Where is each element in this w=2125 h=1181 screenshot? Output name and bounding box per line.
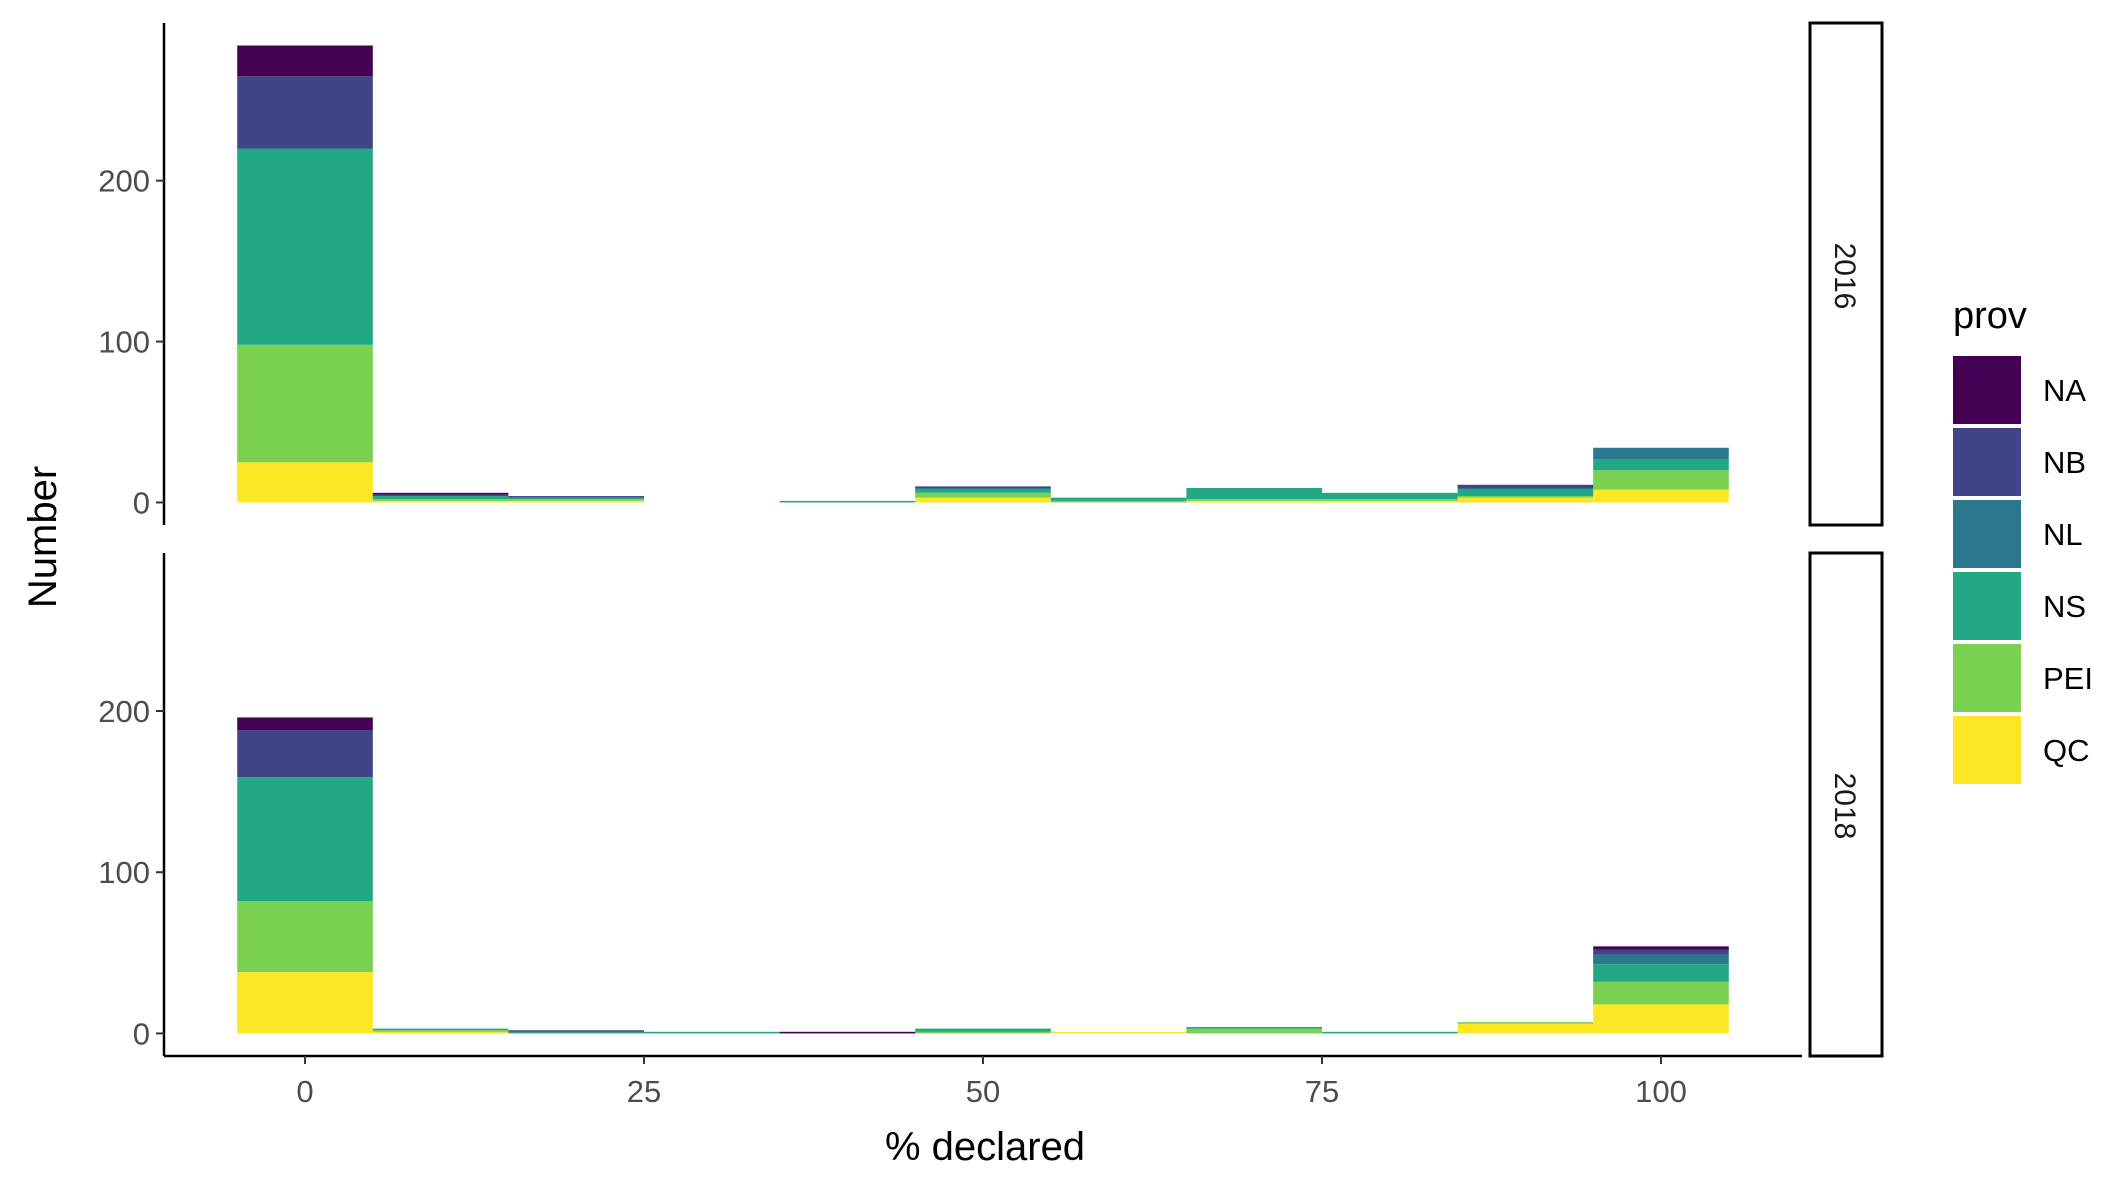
x-tick-label: 50 (966, 1074, 1000, 1109)
legend-label-NL: NL (2043, 517, 2083, 552)
bar-segment-NS-2016-bin90 (1457, 489, 1594, 497)
bar-segment-QC-2016-bin70 (1186, 500, 1322, 503)
bar-segment-QC-2018-bin60 (1050, 1031, 1187, 1034)
bar-segment-NS-2018-bin80 (1321, 1031, 1458, 1034)
bar-segment-QC-2018-bin0 (237, 972, 373, 1034)
bar-segment-NS-2016-bin100 (1593, 459, 1729, 471)
bar-segment-PEI-2018-bin0 (237, 901, 373, 973)
legend-key-NL (1953, 500, 2021, 568)
facet-panel-2016 (237, 45, 1729, 503)
x-tick-label: 0 (296, 1074, 313, 1109)
facet-strip-2016 (1808, 21, 1884, 527)
bar-segment-NA-2016-bin10 (372, 492, 509, 495)
bar-segment-NA-2016-bin0 (237, 45, 373, 77)
bar-segment-PEI-2016-bin60 (1050, 500, 1187, 503)
bar-segment-NS-2016-bin10 (372, 496, 509, 500)
bar-segment-NA-2018-bin40 (779, 1031, 916, 1034)
bar-segment-NS-2016-bin60 (1050, 497, 1187, 501)
bar-segment-NA-2018-bin100 (1593, 946, 1729, 950)
bar-segment-NS-2016-bin0 (237, 148, 373, 345)
bar-segment-NS-2016-bin80 (1321, 492, 1458, 500)
legend-title: prov (1953, 295, 2027, 337)
facet-strip-label: 2016 (1828, 243, 1861, 310)
facet-panel-2018 (237, 717, 1729, 1034)
bar-segment-NL-2016-bin100 (1593, 447, 1729, 460)
bar-segment-PEI-2018-bin10 (372, 1030, 509, 1032)
legend-key-NB (1953, 428, 2021, 496)
bar-segment-PEI-2016-bin10 (372, 499, 509, 501)
bar-segment-NS-2018-bin10 (372, 1028, 509, 1031)
bar-segment-PEI-2018-bin70 (1186, 1028, 1322, 1034)
plot-panels (237, 45, 1729, 1034)
bar-segment-NL-2016-bin50 (915, 487, 1051, 490)
bar-segment-NS-2018-bin20 (508, 1031, 645, 1034)
bar-segment-PEI-2018-bin100 (1593, 981, 1729, 1005)
bar-segment-NB-2016-bin20 (508, 496, 645, 498)
x-tick-label: 75 (1305, 1074, 1339, 1109)
x-tick-label: 100 (1635, 1074, 1687, 1109)
bar-segment-NS-2016-bin50 (915, 489, 1051, 493)
bar-segment-NS-2016-bin20 (508, 497, 645, 500)
legend-label-NA: NA (2043, 373, 2086, 408)
x-axis-title: % declared (885, 1125, 1085, 1169)
bar-segment-PEI-2016-bin70 (1186, 499, 1322, 501)
axes: 0 100 200 2016 0 100 200 2018 0 25 50 75 100 (98, 21, 1884, 1109)
bar-segment-PEI-2018-bin90 (1457, 1022, 1594, 1024)
bar-segment-QC-2016-bin0 (237, 462, 373, 503)
legend: prov NA NB NL NS PEI QC (1953, 295, 2093, 784)
bar-segment-QC-2018-bin100 (1593, 1004, 1729, 1034)
legend-label-PEI: PEI (2043, 661, 2093, 696)
y-tick-label: 100 (98, 325, 150, 360)
x-tick-label: 25 (627, 1074, 661, 1109)
bar-segment-NB-2016-bin0 (237, 76, 373, 149)
bar-segment-PEI-2016-bin50 (915, 492, 1051, 498)
bar-segment-NS-2018-bin0 (237, 777, 373, 902)
legend-label-QC: QC (2043, 733, 2090, 768)
bar-segment-QC-2016-bin50 (915, 497, 1051, 503)
bar-segment-NS-2016-bin40 (779, 500, 916, 503)
bar-segment-PEI-2016-bin100 (1593, 470, 1729, 490)
bar-segment-PEI-2018-bin50 (915, 1031, 1051, 1034)
bar-segment-QC-2016-bin100 (1593, 489, 1729, 503)
bar-segment-NB-2016-bin10 (372, 494, 509, 497)
facet-strip-label: 2018 (1828, 773, 1861, 840)
bar-segment-NB-2016-bin50 (915, 486, 1051, 488)
y-axis-title: Number (21, 466, 65, 608)
y-tick-label: 100 (98, 855, 150, 890)
legend-key-QC (1953, 716, 2021, 784)
bar-segment-NS-2018-bin30 (644, 1031, 780, 1034)
bar-segment-NB-2018-bin20 (508, 1030, 645, 1032)
bar-segment-PEI-2016-bin20 (508, 499, 645, 501)
bar-segment-QC-2016-bin10 (372, 500, 509, 503)
legend-label-NB: NB (2043, 445, 2086, 480)
bar-segment-QC-2016-bin20 (508, 500, 645, 503)
legend-key-NA (1953, 356, 2021, 424)
bar-segment-QC-2018-bin10 (372, 1031, 509, 1034)
bar-segment-NS-2018-bin70 (1186, 1026, 1322, 1029)
bar-segment-PEI-2016-bin0 (237, 344, 373, 463)
bar-segment-NB-2018-bin100 (1593, 949, 1729, 955)
bar-segment-NB-2016-bin90 (1457, 484, 1594, 488)
bar-segment-NL-2018-bin100 (1593, 954, 1729, 965)
bar-segment-NS-2018-bin50 (915, 1028, 1051, 1032)
y-tick-label: 200 (98, 694, 150, 729)
y-tick-label: 0 (133, 485, 150, 520)
bar-segment-QC-2018-bin90 (1457, 1023, 1594, 1034)
y-tick-label: 0 (133, 1016, 150, 1051)
bar-segment-NL-2016-bin90 (1457, 487, 1594, 490)
bar-segment-NB-2018-bin0 (237, 730, 373, 778)
bar-segment-NS-2018-bin100 (1593, 964, 1729, 982)
bar-segment-QC-2016-bin80 (1321, 500, 1458, 503)
bar-segment-PEI-2016-bin90 (1457, 496, 1594, 498)
y-tick-label: 200 (98, 164, 150, 199)
facet-strip-2018 (1808, 551, 1884, 1058)
legend-key-PEI (1953, 644, 2021, 712)
legend-key-NS (1953, 572, 2021, 640)
bar-segment-QC-2016-bin90 (1457, 497, 1594, 503)
bar-segment-NA-2018-bin0 (237, 717, 373, 731)
legend-label-NS: NS (2043, 589, 2086, 624)
bar-segment-NS-2016-bin70 (1186, 487, 1322, 500)
bar-segment-PEI-2016-bin80 (1321, 499, 1458, 501)
